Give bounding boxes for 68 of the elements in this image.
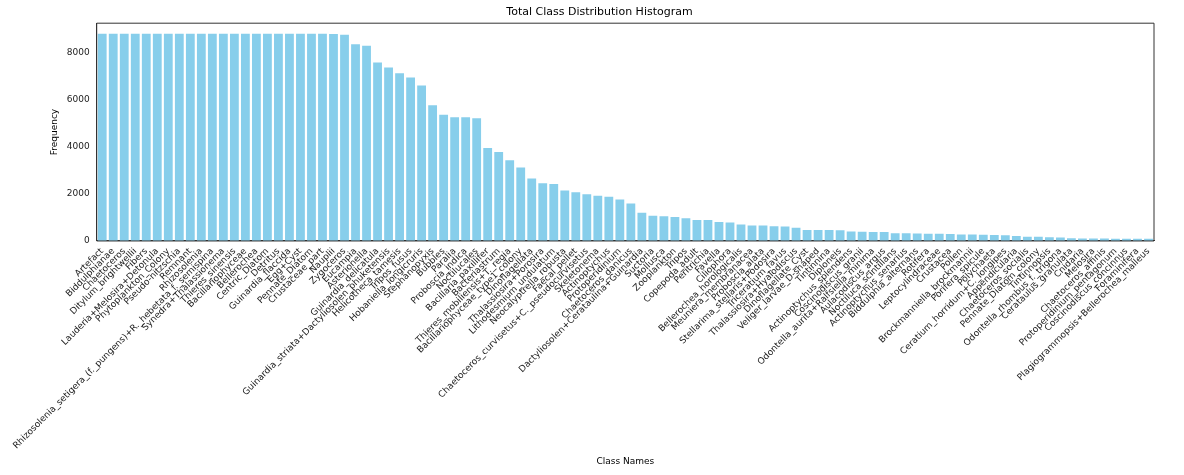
bar <box>450 117 460 241</box>
bar <box>494 152 504 241</box>
bar <box>1000 235 1010 241</box>
bar <box>307 33 316 241</box>
y-tick-label: 2000 <box>66 188 90 199</box>
bar <box>395 73 404 241</box>
bar <box>406 77 415 241</box>
bar <box>483 147 493 241</box>
bar <box>218 33 228 241</box>
bar <box>185 33 195 241</box>
bar <box>351 44 360 241</box>
bar <box>505 160 515 241</box>
bar <box>229 33 239 241</box>
y-tick-label: 0 <box>83 235 90 246</box>
y-tick-label: 4000 <box>66 141 90 152</box>
bar <box>527 178 537 241</box>
bar <box>384 67 393 241</box>
bar <box>516 167 526 241</box>
bar <box>868 232 878 241</box>
bar <box>439 114 449 241</box>
bar <box>318 33 327 241</box>
chart-title: Total Class Distribution Histogram <box>505 5 693 19</box>
bar <box>428 105 438 241</box>
bar <box>824 229 834 241</box>
x-axis-title: Class Names <box>596 455 655 466</box>
bar <box>615 199 625 241</box>
bar <box>329 34 338 241</box>
bar <box>362 45 371 241</box>
bar <box>163 33 173 241</box>
bar <box>196 33 206 241</box>
bar <box>108 33 118 241</box>
bar <box>901 233 911 241</box>
bar <box>373 62 382 241</box>
bar <box>835 230 845 241</box>
bar <box>637 212 647 241</box>
bar <box>604 196 614 241</box>
bar <box>912 233 922 241</box>
bar <box>130 33 140 241</box>
bar <box>626 203 636 241</box>
bar <box>659 216 669 241</box>
bar <box>879 232 889 241</box>
bar <box>97 33 107 241</box>
bar <box>593 195 603 241</box>
bar <box>207 33 217 241</box>
y-tick-label: 6000 <box>66 93 90 104</box>
bar <box>141 33 151 241</box>
y-axis-title: Frequency <box>48 108 59 156</box>
bar <box>252 33 261 241</box>
bar <box>890 233 900 241</box>
bar <box>472 118 482 241</box>
bar <box>571 192 581 241</box>
y-tick-label: 8000 <box>66 46 90 57</box>
bar <box>152 33 162 241</box>
bar <box>648 215 658 241</box>
bar <box>582 194 592 241</box>
bar <box>560 190 570 241</box>
bar <box>296 33 305 241</box>
bar <box>119 33 129 241</box>
bar <box>285 33 294 241</box>
bar <box>417 85 427 241</box>
bar <box>263 33 272 241</box>
bar <box>240 33 250 241</box>
bar <box>538 183 548 241</box>
bar <box>549 183 559 241</box>
bar <box>174 33 184 241</box>
bar <box>340 34 349 241</box>
bar <box>274 33 283 241</box>
bar <box>461 117 471 241</box>
